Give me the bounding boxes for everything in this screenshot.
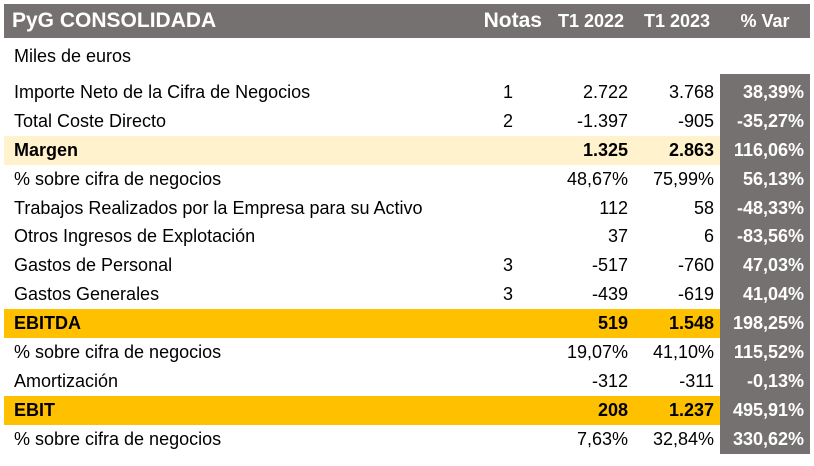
row-nota [468, 194, 548, 223]
header-notas: Notas [468, 4, 548, 38]
units-label: Miles de euros [14, 45, 132, 66]
row-t1-2023: 6 [703, 226, 714, 247]
row-label: EBITDA [4, 309, 468, 339]
row-coste-directo: Total Coste Directo 2 -1.397 -905 -35,27… [4, 106, 810, 136]
header-t1-2022: T1 2022 [548, 4, 634, 38]
row-t1-2023: 32,84% [652, 428, 714, 449]
row-nota: 2 [502, 110, 513, 131]
row-var: -48,33% [720, 193, 810, 223]
row-t1-2022: 37 [607, 226, 628, 247]
row-label: EBIT [4, 395, 468, 425]
row-nota [468, 338, 548, 367]
row-nota: 3 [502, 255, 513, 276]
row-var: 198,25% [720, 309, 810, 339]
header-t1-2023: T1 2023 [634, 4, 720, 38]
row-nota [468, 367, 548, 396]
row-gastos-personal: Gastos de Personal 3 -517 -760 47,03% [4, 251, 810, 281]
row-t1-2022: 208 [548, 395, 634, 425]
row-t1-2023: 1.548 [634, 309, 720, 339]
row-t1-2023: 58 [693, 197, 714, 218]
row-label: Margen [4, 135, 468, 165]
row-label: % sobre cifra de negocios [14, 428, 222, 449]
row-t1-2023: -905 [677, 110, 714, 131]
row-var: -35,27% [720, 106, 810, 136]
row-t1-2023: 1.237 [634, 395, 720, 425]
row-var: -83,56% [720, 222, 810, 252]
row-nota [468, 309, 548, 339]
row-t1-2023: 41,10% [652, 341, 714, 362]
row-label: Trabajos Realizados por la Empresa para … [14, 197, 423, 218]
row-ebit: EBIT 208 1.237 495,91% [4, 395, 810, 425]
row-t1-2022: 48,67% [566, 168, 628, 189]
row-var: 115,52% [720, 338, 810, 367]
row-t1-2022: 112 [599, 197, 628, 218]
row-t1-2023: -760 [677, 255, 714, 276]
row-nota: 1 [502, 81, 513, 102]
row-label: Gastos de Personal [14, 255, 173, 276]
row-ebitda: EBITDA 519 1.548 198,25% [4, 309, 810, 339]
row-amortizacion: Amortización -312 -311 -0,13% [4, 366, 810, 396]
row-var: 56,13% [720, 164, 810, 194]
row-var: 116,06% [720, 135, 810, 165]
row-pct-ebit: % sobre cifra de negocios 7,63% 32,84% 3… [4, 424, 810, 454]
row-t1-2022: 19,07% [566, 341, 628, 362]
row-importe-neto: Importe Neto de la Cifra de Negocios 1 2… [4, 78, 810, 107]
row-nota [468, 135, 548, 165]
row-t1-2023: 2.863 [634, 135, 720, 165]
row-var: 38,39% [720, 78, 810, 107]
row-nota [468, 165, 548, 194]
row-t1-2022: 7,63% [576, 428, 628, 449]
row-label: Amortización [14, 370, 119, 391]
row-nota [468, 395, 548, 425]
row-var: 495,91% [720, 395, 810, 425]
row-trabajos-realizados: Trabajos Realizados por la Empresa para … [4, 193, 810, 223]
row-var: 47,03% [720, 251, 810, 281]
row-t1-2023: -311 [679, 370, 714, 391]
row-label: % sobre cifra de negocios [14, 341, 222, 362]
row-t1-2022: -312 [591, 370, 628, 391]
table-title: PyG CONSOLIDADA [4, 4, 468, 38]
row-label: Total Coste Directo [14, 110, 167, 131]
row-margen: Margen 1.325 2.863 116,06% [4, 135, 810, 165]
row-t1-2022: -439 [591, 284, 628, 305]
row-otros-ingresos: Otros Ingresos de Explotación 37 6 -83,5… [4, 222, 810, 252]
row-label: Gastos Generales [14, 284, 160, 305]
row-t1-2022: -1.397 [576, 110, 628, 131]
row-var: 330,62% [720, 424, 810, 454]
subtitle-row: Miles de euros [4, 38, 810, 74]
row-t1-2023: -619 [677, 284, 714, 305]
row-label: Otros Ingresos de Explotación [14, 226, 256, 247]
row-var: 41,04% [720, 280, 810, 310]
row-pct-margen: % sobre cifra de negocios 48,67% 75,99% … [4, 164, 810, 194]
row-nota [468, 222, 548, 251]
row-t1-2023: 3.768 [668, 81, 714, 102]
row-t1-2022: 2.722 [582, 81, 628, 102]
row-label: Importe Neto de la Cifra de Negocios [14, 81, 311, 102]
row-nota: 3 [502, 284, 513, 305]
row-t1-2022: 1.325 [548, 135, 634, 165]
row-var: -0,13% [720, 366, 810, 396]
pyg-table: PyG CONSOLIDADA Notas T1 2022 T1 2023 % … [4, 4, 810, 454]
header-row: PyG CONSOLIDADA Notas T1 2022 T1 2023 % … [4, 4, 810, 38]
row-gastos-generales: Gastos Generales 3 -439 -619 41,04% [4, 280, 810, 310]
header-var: % Var [720, 4, 810, 38]
row-pct-ebitda: % sobre cifra de negocios 19,07% 41,10% … [4, 338, 810, 367]
row-label: % sobre cifra de negocios [14, 168, 222, 189]
row-nota [468, 425, 548, 454]
row-t1-2022: 519 [548, 309, 634, 339]
row-t1-2023: 75,99% [652, 168, 714, 189]
row-t1-2022: -517 [591, 255, 628, 276]
